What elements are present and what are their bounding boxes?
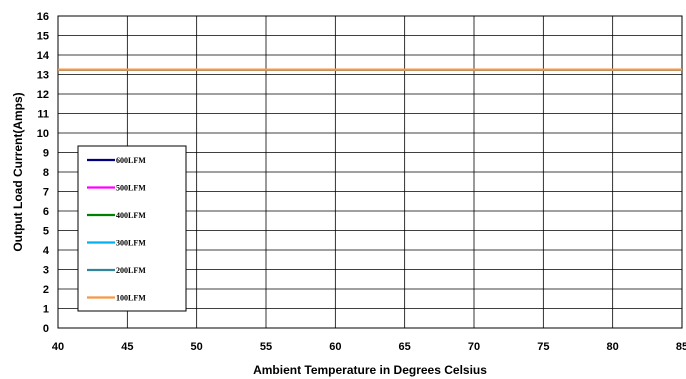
y-tick-label: 13 — [37, 70, 49, 82]
y-tick-label: 9 — [43, 148, 49, 160]
x-tick-label: 55 — [260, 341, 272, 353]
x-tick-label: 70 — [468, 341, 480, 353]
x-axis-title: Ambient Temperature in Degrees Celsius — [253, 363, 487, 377]
y-tick-label: 0 — [43, 323, 49, 335]
legend: 600LFM 500LFM 400LFM 300LFM 200LFM 100LFM — [77, 145, 187, 312]
x-tick-label: 75 — [537, 341, 549, 353]
x-tick-label: 85 — [676, 341, 686, 353]
y-tick-label: 7 — [43, 187, 49, 199]
y-tick-label: 8 — [43, 167, 49, 179]
y-tick-label: 14 — [37, 50, 50, 62]
legend-box — [77, 145, 187, 312]
legend-label-100lfm: 100LFM — [116, 294, 146, 303]
x-tick-label: 50 — [191, 341, 203, 353]
y-tick-label: 1 — [43, 304, 49, 316]
x-tick-label: 60 — [329, 341, 341, 353]
y-tick-label: 4 — [43, 245, 50, 257]
y-tick-label: 16 — [37, 11, 49, 23]
y-tick-label: 15 — [37, 31, 49, 43]
y-tick-label: 3 — [43, 265, 49, 277]
x-tick-labels: 40 45 50 55 60 65 70 75 80 85 — [52, 341, 686, 353]
x-tick-label: 80 — [607, 341, 619, 353]
y-tick-label: 12 — [37, 89, 49, 101]
plot-border — [57, 15, 683, 329]
y-tick-label: 10 — [37, 128, 49, 140]
x-tick-label: 45 — [121, 341, 133, 353]
y-axis-title: Output Load Current(Amps) — [11, 92, 25, 251]
y-tick-label: 11 — [37, 109, 49, 121]
legend-label-200lfm: 200LFM — [116, 266, 146, 275]
legend-label-600lfm: 600LFM — [116, 156, 146, 165]
legend-label-300lfm: 300LFM — [116, 239, 146, 248]
y-tick-label: 2 — [43, 284, 49, 296]
legend-label-500lfm: 500LFM — [116, 184, 146, 193]
y-tick-label: 6 — [43, 206, 49, 218]
x-tick-label: 65 — [399, 341, 411, 353]
x-tick-label: 40 — [52, 341, 64, 353]
legend-label-400lfm: 400LFM — [116, 211, 146, 220]
y-tick-label: 5 — [43, 226, 49, 238]
